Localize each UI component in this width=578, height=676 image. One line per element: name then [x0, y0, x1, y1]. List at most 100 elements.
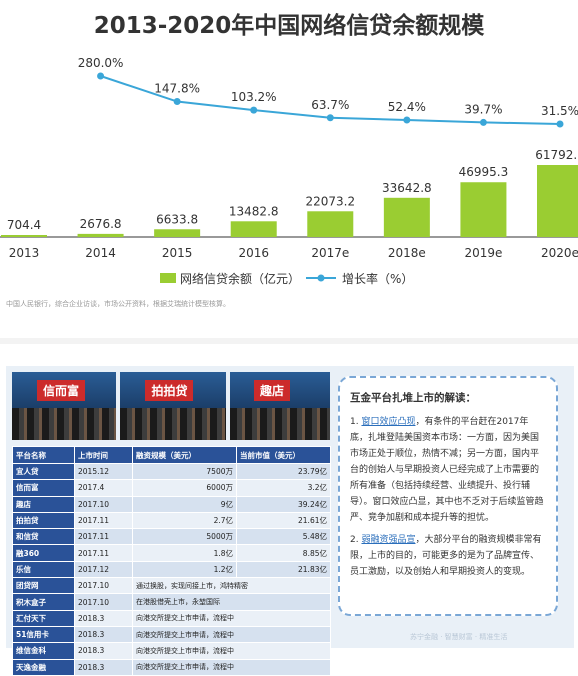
growth-point [556, 120, 564, 128]
header-market-cap: 当前市值（美元） [236, 446, 331, 464]
cell-date: 2017.11 [74, 511, 133, 530]
bar-label: 61792.2 [535, 148, 578, 162]
growth-label: 280.0% [78, 56, 124, 70]
cell-date: 2018.3 [74, 625, 133, 644]
cell-platform: 维信金科 [12, 642, 75, 660]
x-tick-label: 2015 [162, 246, 193, 260]
cell-platform: 宜人贷 [12, 462, 75, 481]
table-row: 维信金科 2018.3 向港交所提交上市申请，流程中 [12, 642, 331, 660]
point-2-number: 2. [350, 535, 359, 545]
bar-label: 46995.3 [459, 165, 509, 179]
table-row: 信而富 2017.4 6000万 3.2亿 [12, 479, 331, 497]
bar [230, 221, 277, 237]
x-tick-label: 2016 [238, 246, 269, 260]
cell-market-cap: 3.2亿 [236, 479, 331, 497]
growth-point [97, 72, 105, 80]
x-tick-label: 2018e [388, 246, 426, 260]
table-row: 乐信 2017.12 1.2亿 21.83亿 [12, 560, 331, 579]
cell-financing: 5000万 [132, 528, 237, 546]
ipo-photo-1: 信而富 [12, 372, 116, 440]
point-1-number: 1. [350, 417, 359, 427]
cell-platform: 团贷网 [12, 577, 75, 595]
cell-financing: 2.7亿 [132, 511, 237, 530]
legend-bar-swatch [160, 273, 176, 283]
legend-line-label: 增长率（%） [342, 271, 413, 286]
cell-date: 2017.10 [74, 495, 133, 513]
cell-note: 通过换股，实现间接上市，鸿特精密 [132, 577, 331, 595]
cell-market-cap: 39.24亿 [236, 495, 331, 513]
cell-market-cap: 23.79亿 [236, 462, 331, 481]
bar [77, 233, 124, 237]
bar [383, 197, 430, 237]
bar-label: 2676.8 [80, 217, 122, 231]
cell-financing: 6000万 [132, 479, 237, 497]
cell-date: 2017.11 [74, 528, 133, 546]
cell-note: 向港交所提交上市申请，流程中 [132, 658, 331, 676]
growth-label: 39.7% [464, 102, 502, 116]
cell-date: 2017.10 [74, 593, 133, 611]
cell-market-cap: 21.83亿 [236, 560, 331, 579]
cell-note: 向港交所提交上市申请，流程中 [132, 609, 331, 627]
cell-date: 2018.3 [74, 658, 133, 676]
bar [307, 211, 354, 237]
bar [1, 235, 47, 237]
header-financing: 融资规模（美元） [132, 446, 237, 464]
cell-date: 2017.4 [74, 479, 133, 497]
cell-platform: 51信用卡 [12, 625, 75, 644]
ipo-section: 信而富 拍拍贷 趣店 平台名称 上市时间 融资规模（美元） 当前市值（美元） 宜… [6, 366, 574, 676]
table-row: 拍拍贷 2017.11 2.7亿 21.61亿 [12, 511, 331, 530]
cell-platform: 融360 [12, 544, 75, 562]
bar-label: 6633.8 [156, 212, 198, 226]
cell-platform: 信而富 [12, 479, 75, 497]
growth-label: 147.8% [154, 82, 200, 96]
cell-financing: 9亿 [132, 495, 237, 513]
point-1: 1. 窗口效应凸现，有条件的平台赶在2017年底，扎堆登陆美国资本市场：一方面，… [350, 414, 546, 526]
growth-point [250, 106, 258, 114]
growth-point [403, 116, 411, 124]
bar-label: 704.4 [7, 218, 41, 232]
legend-bar-label: 网络信贷余额（亿元） [180, 271, 300, 286]
table-row: 团贷网 2017.10 通过换股，实现间接上市，鸿特精密 [12, 577, 331, 595]
cell-market-cap: 8.85亿 [236, 544, 331, 562]
growth-label: 63.7% [311, 98, 349, 112]
x-tick-label: 2013 [9, 246, 40, 260]
cell-market-cap: 5.48亿 [236, 528, 331, 546]
cell-note: 在港股借壳上市，永堃国际 [132, 593, 331, 611]
cell-financing: 1.2亿 [132, 560, 237, 579]
ipo-photo-3: 趣店 [230, 372, 330, 440]
growth-point [173, 98, 181, 106]
table-row: 趣店 2017.10 9亿 39.24亿 [12, 495, 331, 513]
cell-date: 2018.3 [74, 609, 133, 627]
table-row: 融360 2017.11 1.8亿 8.85亿 [12, 544, 331, 562]
panel-title: 互金平台扎堆上市的解读： [350, 392, 476, 404]
point-2: 2. 弱融资强品宣，大部分平台的融资规模非常有限，上市的目的，可能更多的是为了品… [350, 532, 546, 580]
photo-sign: 拍拍贷 [145, 380, 194, 401]
point-2-text: ，大部分平台的融资规模非常有限，上市的目的，可能更多的是为了品牌宣传、员工激励，… [350, 535, 542, 577]
cell-date: 2015.12 [74, 462, 133, 481]
ipo-table: 平台名称 上市时间 融资规模（美元） 当前市值（美元） 宜人贷 2015.12 75… [12, 446, 331, 676]
growth-point [479, 118, 487, 126]
source-note: 中国人民银行，综合企业访谈，市场公开资料，根据艾瑞统计模型核算。 [6, 300, 230, 308]
ipo-photo-2: 拍拍贷 [120, 372, 226, 440]
cell-platform: 拍拍贷 [12, 511, 75, 530]
bar [537, 165, 578, 237]
table-row: 积木盒子 2017.10 在港股借壳上市，永堃国际 [12, 593, 331, 611]
chart-area: 704.4 2013 2676.8 2014 6633.8 2015 13482.8 2016… [0, 56, 578, 286]
table-row: 汇付天下 2018.3 向港交所提交上市申请，流程中 [12, 609, 331, 627]
cell-market-cap: 21.61亿 [236, 511, 331, 530]
header-date: 上市时间 [74, 446, 133, 464]
cell-financing: 1.8亿 [132, 544, 237, 562]
point-1-highlight: 窗口效应凸现 [361, 417, 416, 427]
x-tick-label: 2017e [311, 246, 349, 260]
watermark: 苏宁金融 · 智慧财富 · 精准生活 [410, 633, 508, 641]
table-row: 51信用卡 2018.3 向港交所提交上市申请，流程中 [12, 625, 331, 644]
bar-label: 22073.2 [305, 194, 355, 208]
table-row: 宜人贷 2015.12 7500万 23.79亿 [12, 462, 331, 481]
cell-platform: 趣店 [12, 495, 75, 513]
cell-platform: 汇付天下 [12, 609, 75, 627]
table-row: 天逸金融 2018.3 向港交所提交上市申请，流程中 [12, 658, 331, 676]
legend-line-marker [317, 274, 325, 282]
table-row: 和信贷 2017.11 5000万 5.48亿 [12, 528, 331, 546]
cell-date: 2017.10 [74, 577, 133, 595]
cell-date: 2018.3 [74, 642, 133, 660]
